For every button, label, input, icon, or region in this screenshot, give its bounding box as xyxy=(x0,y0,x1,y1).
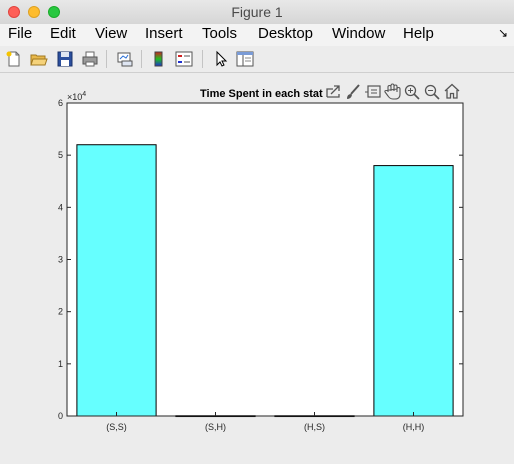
bar-3[interactable] xyxy=(373,165,454,417)
menu-edit[interactable]: Edit xyxy=(50,25,76,42)
menu-desktop[interactable]: Desktop xyxy=(258,25,314,42)
toolbar-separator xyxy=(202,50,203,68)
figure-canvas[interactable]: 0 1 2 3 4 5 6 (S,S) (S,H) (H,S) (H,H) ×104 Time S… xyxy=(0,73,514,459)
zoom-out-icon[interactable] xyxy=(424,84,440,100)
data-tips-icon[interactable] xyxy=(365,85,381,98)
pan-icon[interactable] xyxy=(384,83,401,100)
pointer-icon[interactable] xyxy=(212,50,230,68)
y-tick-label: 4 xyxy=(58,202,63,212)
menu-bar: File Edit View Insert Tools Desktop Wind… xyxy=(0,24,514,46)
y-tick-label: 2 xyxy=(58,307,63,317)
title-bar[interactable]: Figure 1 xyxy=(0,0,514,25)
menu-file[interactable]: File xyxy=(8,25,33,42)
zoom-in-icon[interactable] xyxy=(404,84,420,100)
legend-icon[interactable] xyxy=(175,50,193,68)
y-tick-label: 5 xyxy=(58,150,63,160)
print-icon[interactable] xyxy=(81,50,99,68)
toolbar-separator xyxy=(106,50,107,68)
link-plot-icon[interactable] xyxy=(116,50,134,68)
axes-toolbar xyxy=(326,83,460,100)
menu-tools[interactable]: Tools xyxy=(202,25,238,42)
y-tick-label: 1 xyxy=(58,359,63,369)
toolbar-separator xyxy=(141,50,142,68)
export-icon[interactable] xyxy=(326,85,340,98)
figure-toolbar xyxy=(0,46,514,73)
x-tick-label: (S,S) xyxy=(106,422,127,432)
menu-overflow-icon[interactable]: ↘ xyxy=(497,26,508,40)
new-figure-icon[interactable] xyxy=(5,50,23,68)
maximize-window-button[interactable] xyxy=(48,6,60,18)
minimize-window-button[interactable] xyxy=(28,6,40,18)
menu-window[interactable]: Window xyxy=(332,25,386,42)
x-tick-label: (H,S) xyxy=(304,422,325,432)
close-window-button[interactable] xyxy=(8,6,20,18)
open-file-icon[interactable] xyxy=(30,50,48,68)
y-tick-label: 0 xyxy=(58,411,63,421)
chart-title: Time Spent in each stat xyxy=(200,88,323,100)
menu-insert[interactable]: Insert xyxy=(145,25,183,42)
menu-help[interactable]: Help xyxy=(403,25,434,42)
window-title: Figure 1 xyxy=(231,4,283,20)
y-exponent-label: ×104 xyxy=(67,91,86,102)
home-icon[interactable] xyxy=(444,83,460,99)
y-tick-label: 3 xyxy=(58,255,63,265)
brush-icon[interactable] xyxy=(347,84,360,99)
save-icon[interactable] xyxy=(56,50,74,68)
colorbar-icon[interactable] xyxy=(150,50,168,68)
property-inspector-icon[interactable] xyxy=(236,50,254,68)
x-tick-label: (H,H) xyxy=(403,422,425,432)
bar-0[interactable] xyxy=(76,144,157,417)
x-tick-label: (S,H) xyxy=(205,422,226,432)
menu-view[interactable]: View xyxy=(95,25,128,42)
y-tick-label: 6 xyxy=(58,98,63,108)
bar-chart[interactable]: 0 1 2 3 4 5 6 (S,S) (S,H) (H,S) (H,H) ×104 Time S… xyxy=(0,73,514,459)
